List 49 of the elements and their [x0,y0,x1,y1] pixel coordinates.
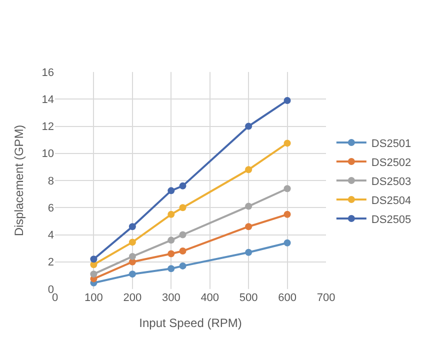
point [245,202,252,210]
point [245,223,252,230]
legend-label: DS2503 [371,176,412,188]
point [90,256,98,263]
x-tick-label: 500 [239,292,258,304]
y-tick-label: 10 [42,148,54,160]
x-tick-label: 700 [316,292,336,304]
y-tick-label: 6 [48,202,54,214]
point [90,270,98,278]
point [284,140,291,147]
x-tick-label: 400 [200,292,220,304]
x-axis-title: Input Speed (RPM) [139,316,242,330]
point [284,96,291,104]
y-tick-label: 14 [42,94,54,106]
point [245,122,252,130]
x-tick-label: 300 [162,292,180,304]
y-tick-label: 0 [48,284,54,296]
y-tick-label: 16 [42,66,54,79]
x-tick-label: 200 [123,292,142,304]
point [128,238,136,246]
point [179,182,186,190]
y-tick-label: 8 [48,175,54,188]
x-tick-label: 100 [84,292,103,304]
point [179,248,186,255]
legend-label: DS2502 [371,156,412,169]
y-tick-label: 2 [48,256,54,269]
point [128,252,136,260]
y-tick-label: 12 [42,121,54,134]
point [168,187,175,194]
y-tick-label: 4 [48,230,54,242]
point [168,250,175,258]
point [168,265,175,272]
y-axis-title: Displacement (GPM) [12,124,26,236]
point [179,204,186,212]
x-tick-label: 600 [278,292,296,304]
point [179,262,186,270]
point [128,223,136,230]
point [284,210,291,218]
point [245,166,252,174]
point [179,231,186,238]
legend-label: DS2505 [371,214,412,226]
legend-label: DS2504 [371,194,412,207]
point [128,270,136,278]
point [284,239,291,246]
point [168,236,175,244]
point [245,248,252,256]
legend-label: DS2501 [371,138,412,150]
point [168,210,175,218]
point [284,185,291,192]
